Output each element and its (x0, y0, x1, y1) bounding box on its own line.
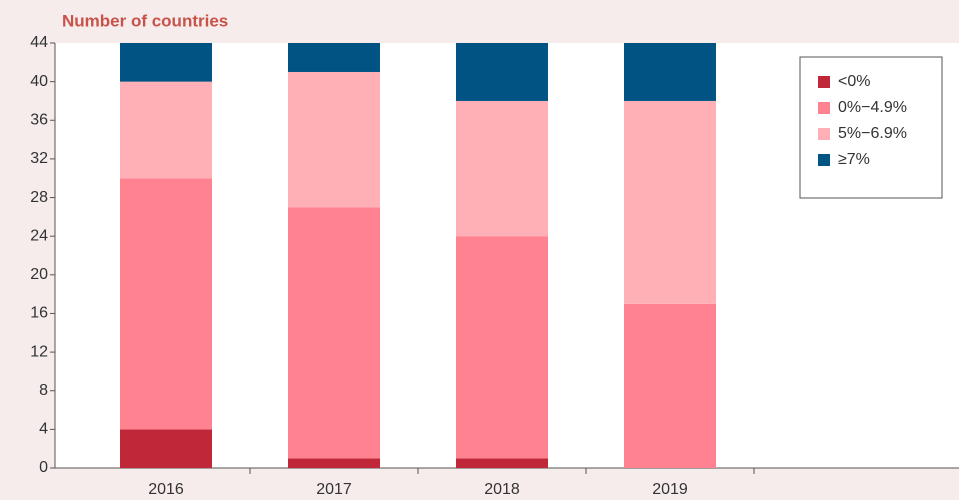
legend-swatch (818, 154, 830, 166)
legend-swatch (818, 102, 830, 114)
bar-segment (624, 100, 716, 304)
y-tick-label: 32 (30, 150, 48, 167)
bar-segment (120, 43, 212, 82)
x-tick-label: 2017 (316, 481, 352, 498)
y-tick-label: 0 (39, 459, 48, 476)
y-tick-label: 12 (30, 343, 48, 360)
bar-segment (288, 71, 380, 208)
x-tick-label: 2016 (148, 481, 184, 498)
bar-segment (120, 429, 212, 468)
y-tick-label: 40 (30, 73, 48, 90)
y-tick-label: 16 (30, 305, 48, 322)
bar-segment (624, 43, 716, 101)
bar-segment (120, 81, 212, 179)
y-tick-label: 36 (30, 111, 48, 128)
y-tick-label: 28 (30, 189, 48, 206)
bar-segment (456, 458, 548, 468)
bar-segment (288, 458, 380, 468)
axis-title: Number of countries (62, 11, 228, 30)
y-tick-label: 4 (39, 421, 48, 438)
legend-swatch (818, 128, 830, 140)
bar-segment (624, 303, 716, 468)
legend-label: ≥7% (838, 151, 870, 168)
y-tick-label: 24 (30, 227, 48, 244)
bar-segment (456, 100, 548, 237)
bar-segment (288, 43, 380, 72)
x-tick-label: 2019 (652, 481, 688, 498)
legend-label: 5%−6.9% (838, 125, 907, 142)
legend-label: <0% (838, 73, 870, 90)
y-tick-label: 8 (39, 382, 48, 399)
bar-segment (456, 236, 548, 459)
bar-segment (120, 178, 212, 430)
legend-swatch (818, 76, 830, 88)
y-tick-label: 44 (30, 34, 48, 51)
bar-segment (288, 207, 380, 459)
x-tick-label: 2018 (484, 481, 520, 498)
legend-label: 0%−4.9% (838, 99, 907, 116)
bar-segment (456, 43, 548, 101)
y-tick-label: 20 (30, 266, 48, 283)
